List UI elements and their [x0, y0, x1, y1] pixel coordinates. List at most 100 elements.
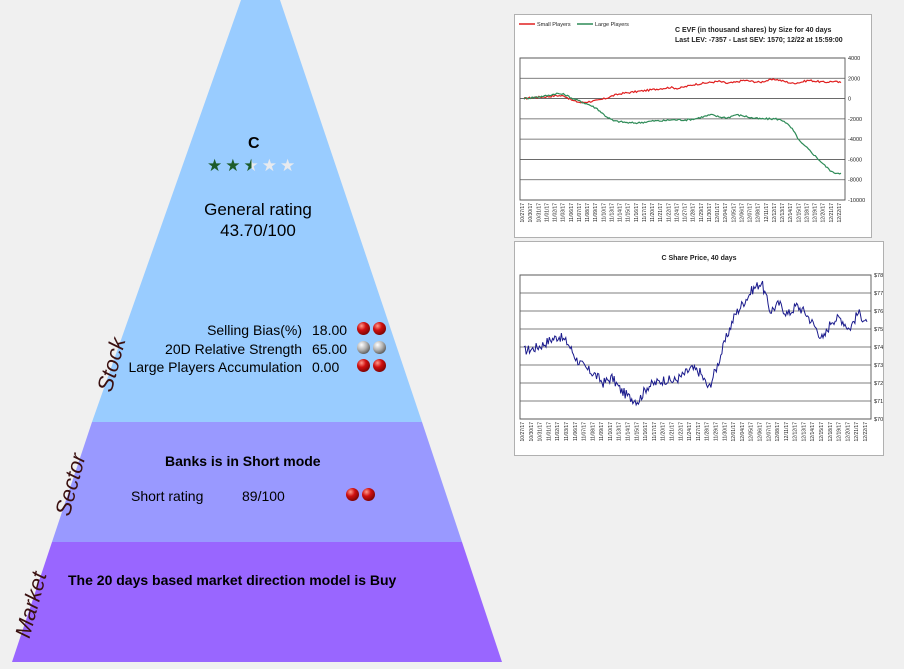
metric-value: 0.00: [312, 359, 340, 375]
legend-label-small: Small Players: [537, 22, 571, 28]
stock-layer: [92, 0, 422, 422]
x-tick-label: 10/30/17: [529, 422, 535, 442]
x-tick-label: 12/13/17: [780, 203, 786, 223]
y-tick-label: $73.0: [874, 363, 883, 369]
indicator-ball-icon: [357, 359, 370, 372]
stock-symbol: C: [248, 135, 260, 152]
x-tick-label: 11/07/17: [577, 203, 583, 222]
star-rating: ★ ★ ★ ★ ★: [207, 157, 295, 174]
indicator-ball-icon: [373, 341, 386, 354]
y-tick-label: -6000: [848, 157, 862, 163]
x-tick-label: 11/21/17: [658, 203, 664, 222]
indicator-ball-icon: [373, 359, 386, 372]
y-tick-label: -10000: [848, 198, 865, 204]
x-tick-label: 12/07/17: [748, 203, 754, 223]
x-tick-label: 12/21/17: [829, 203, 835, 223]
x-tick-label: 12/14/17: [788, 203, 794, 223]
x-tick-label: 11/14/17: [626, 422, 632, 441]
x-tick-label: 10/31/17: [536, 203, 542, 223]
x-tick-label: 11/07/17: [582, 422, 588, 441]
series-line-1: [523, 77, 842, 104]
x-tick-label: 11/06/17: [573, 422, 579, 441]
x-tick-label: 11/17/17: [652, 422, 658, 441]
series-line-1: [523, 280, 868, 407]
series-line-2: [523, 92, 842, 175]
plot-area: [519, 57, 846, 201]
x-tick-label: 11/29/17: [713, 422, 719, 441]
x-tick-label: 10/30/17: [528, 203, 534, 223]
x-tick-label: 11/22/17: [678, 422, 684, 441]
x-tick-label: 11/17/17: [642, 203, 648, 222]
market-title: The 20 days based market direction model…: [68, 572, 397, 588]
x-tick-label: 11/20/17: [650, 203, 656, 222]
x-tick-label: 12/20/17: [845, 422, 851, 442]
x-tick-label: 12/08/17: [756, 203, 762, 223]
x-tick-label: 12/14/17: [810, 422, 816, 442]
general-rating-label: General rating: [204, 200, 312, 219]
chart-title: C EVF (in thousand shares) by Size for 4…: [675, 27, 831, 34]
x-tick-label: 12/19/17: [813, 203, 819, 223]
x-tick-label: 11/16/17: [634, 203, 640, 222]
x-tick-label: 11/16/17: [643, 422, 649, 441]
x-tick-label: 12/12/17: [793, 422, 799, 442]
y-tick-label: 2000: [848, 76, 860, 82]
x-tick-label: 11/15/17: [634, 422, 640, 441]
x-tick-label: 12/20/17: [821, 203, 827, 223]
indicator-ball-icon: [362, 488, 375, 501]
x-tick-label: 12/18/17: [804, 203, 810, 223]
x-tick-label: 12/05/17: [749, 422, 755, 442]
x-tick-label: 11/03/17: [564, 422, 570, 441]
star-icon: ★: [280, 156, 296, 175]
x-tick-label: 11/21/17: [670, 422, 676, 441]
x-tick-label: 12/01/17: [715, 203, 721, 223]
x-tick-label: 10/31/17: [538, 422, 544, 442]
chart-subtitle: Last LEV: -7357 - Last SEV: 1570; 12/22 …: [675, 37, 843, 44]
x-tick-label: 11/14/17: [618, 203, 624, 222]
star-icon: ★: [225, 156, 241, 175]
x-tick-label: 11/27/17: [683, 203, 689, 222]
x-tick-label: 11/24/17: [687, 422, 693, 441]
x-tick-label: 12/11/17: [764, 203, 770, 222]
x-tick-label: 11/09/17: [593, 203, 599, 222]
sector-indicator: [346, 488, 375, 501]
x-tick-label: 11/20/17: [661, 422, 667, 441]
x-tick-label: 10/27/17: [520, 203, 526, 223]
x-tick-label: 11/01/17: [544, 203, 550, 222]
x-tick-label: 12/22/17: [863, 422, 869, 442]
indicator-ball-icon: [373, 322, 386, 335]
x-tick-label: 11/13/17: [617, 422, 623, 441]
y-tick-label: $75.0: [874, 327, 883, 333]
y-tick-label: $76.0: [874, 309, 883, 315]
metric-indicator: [357, 341, 386, 354]
general-rating-value: 43.70/100: [220, 221, 296, 240]
x-tick-label: 12/06/17: [757, 422, 763, 442]
x-tick-label: 11/15/17: [626, 203, 632, 222]
y-tick-label: -4000: [848, 137, 862, 143]
y-tick-label: $70.0: [874, 417, 883, 423]
evf-chart: Small Players Large Players C EVF (in thou…: [514, 14, 872, 238]
metric-value: 18.00: [312, 322, 348, 338]
short-rating-value: 89/100: [242, 488, 285, 504]
x-tick-label: 12/07/17: [766, 422, 772, 442]
x-tick-label: 10/27/17: [520, 422, 526, 442]
x-tick-label: 11/06/17: [569, 203, 575, 222]
x-tick-label: 11/08/17: [585, 203, 591, 222]
x-tick-label: 11/30/17: [722, 422, 728, 441]
y-tick-label: $74.0: [874, 345, 883, 351]
metric-indicator: [357, 322, 386, 335]
indicator-ball-icon: [346, 488, 359, 501]
star-icon: ★: [207, 156, 223, 175]
y-tick-label: $71.0: [874, 399, 883, 405]
x-tick-label: 12/05/17: [731, 203, 737, 223]
x-tick-label: 12/13/17: [801, 422, 807, 442]
x-tick-label: 11/30/17: [707, 203, 713, 222]
metric-indicator: [357, 359, 386, 372]
x-tick-label: 12/15/17: [819, 422, 825, 442]
legend-label-large: Large Players: [595, 22, 629, 28]
y-tick-label: -2000: [848, 117, 862, 123]
metric-label: Large Players Accumulation: [128, 359, 302, 375]
x-tick-label: 11/09/17: [599, 422, 605, 441]
price-chart: C Share Price, 40 days $78.0 $77.0 $76.0 $75…: [514, 241, 888, 456]
x-tick-label: 11/10/17: [601, 203, 607, 222]
